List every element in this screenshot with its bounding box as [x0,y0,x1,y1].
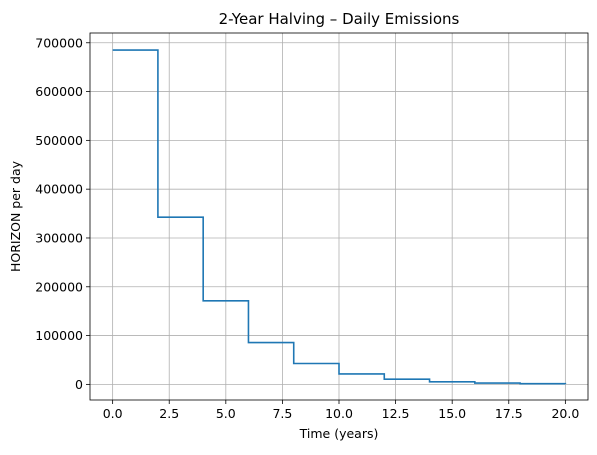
y-tick-label: 700000 [35,35,83,50]
x-tick-label: 15.0 [438,406,466,421]
series-layer [112,49,567,385]
x-tick-label: 17.5 [495,406,523,421]
y-tick-label: 500000 [35,133,83,148]
x-tick-label: 20.0 [551,406,579,421]
x-axis-ticks: 0.0 2.5 5.0 7.5 10.0 12.5 15.0 17.5 20.0 [103,400,579,421]
y-tick-label: 400000 [35,182,83,197]
y-tick-label: 300000 [35,230,83,245]
x-tick-label: 2.5 [159,406,179,421]
y-tick-label: 200000 [35,279,83,294]
y-tick-label: 600000 [35,84,83,99]
x-tick-label: 10.0 [325,406,353,421]
chart-title: 2-Year Halving – Daily Emissions [219,10,460,28]
x-tick-label: 12.5 [382,406,410,421]
y-tick-label: 100000 [35,328,83,343]
x-tick-label: 5.0 [216,406,236,421]
grid [90,33,588,400]
x-tick-label: 7.5 [272,406,292,421]
series-line [112,49,567,385]
x-axis-label: Time (years) [299,426,379,441]
y-axis-label: HORIZON per day [8,160,23,272]
x-tick-label: 0.0 [103,406,123,421]
y-axis-ticks: 0 100000 200000 300000 400000 500000 600000 700… [35,35,90,392]
y-tick-label: 0 [75,377,83,392]
